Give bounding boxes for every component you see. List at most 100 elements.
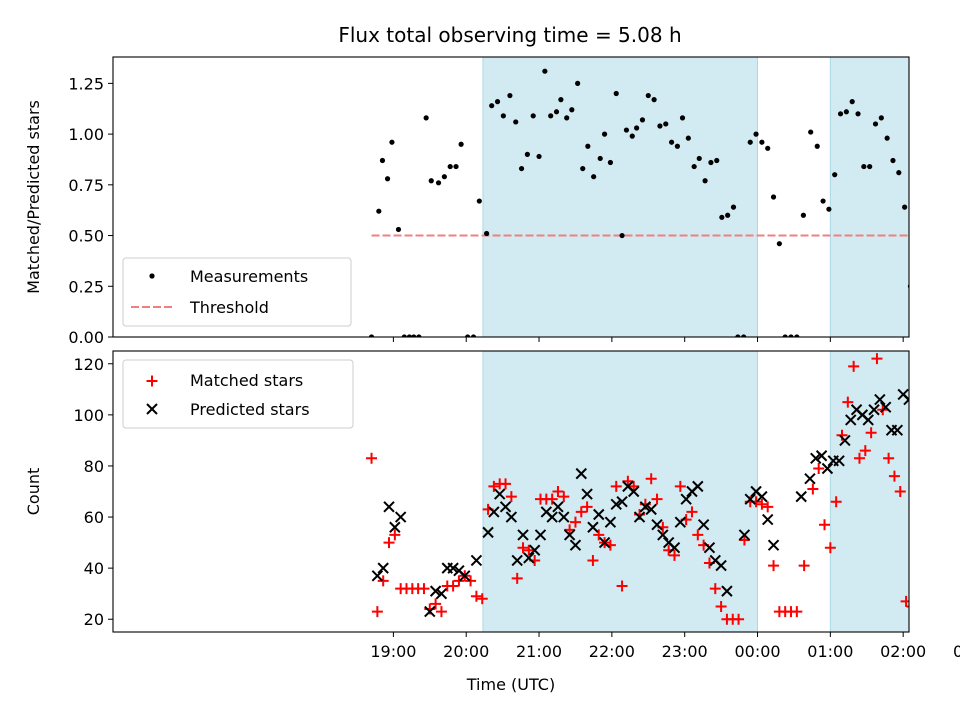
matched-star-point [936,606,947,617]
matched-star-point [505,491,517,503]
matched-star-point [791,606,803,618]
measurement-point [518,165,525,172]
measurement-point [925,334,930,339]
measurement-point [776,241,782,247]
measurement-point [788,334,794,337]
axes-frame [112,350,910,633]
measurement-point [896,170,902,176]
matched-star-point [894,486,906,497]
legend-measurement-marker [149,273,155,279]
x-tick-label: 03:00 [953,642,960,661]
matched-star-point [709,583,721,595]
legend: Matched stars Predicted stars [122,359,354,429]
measurement-point [384,176,391,182]
predicted-star-point [604,516,617,528]
predicted-star-point [534,529,547,541]
predicted-star-point [517,529,529,541]
measurement-point [855,111,861,117]
matched-star-point [389,529,401,541]
x-tick-label: 01:00 [807,642,853,661]
measurement-point [580,165,586,172]
matched-star-point [628,480,640,492]
measurement-point [379,157,386,164]
predicted-star-point [795,490,807,503]
chart-title: Flux total observing time = 5.08 h [338,23,681,47]
predicted-star-point [891,424,904,436]
measurement-point [931,334,936,339]
measurement-point [484,230,490,237]
predicted-star-point [657,529,669,541]
matched-star-point [912,606,923,617]
measurement-point [513,119,519,125]
plot-area [366,351,960,632]
observing-window-shade [829,57,909,337]
measurement-point [890,157,896,164]
y-tick-label: 100 [73,406,104,425]
x-tick-label: 21:00 [516,642,562,661]
measurement-point [453,163,459,170]
matched-star-point [564,524,576,536]
predicted-star-point [569,539,582,551]
y-tick-label: 120 [73,355,104,374]
matched-star-point [924,606,935,617]
measurement-point [696,155,702,162]
predicted-star-point [692,480,704,493]
measurement-point [629,133,635,139]
matched-star-point [859,445,871,457]
matched-star-point [715,600,727,612]
predicted-star-point [575,467,587,480]
measurement-point [639,117,646,123]
predicted-star-point [552,501,564,513]
predicted-star-point [879,401,892,413]
measurement-point [884,135,890,141]
measurement-point [872,121,879,127]
predicted-star-point [371,570,384,582]
measurement-point [914,235,919,240]
predicted-star-point [563,529,576,541]
matched-star-point [918,606,929,617]
measurement-point [401,334,407,337]
measurement-point [553,109,560,115]
predicted-star-point [610,498,622,510]
predicted-star-point [633,511,646,523]
predicted-star-point [951,461,960,471]
measurement-point [416,334,422,337]
measurement-point [597,155,603,162]
observing-window-shade [829,351,909,632]
x-tick-label: 02:00 [880,642,926,661]
legend-label-predicted: Predicted stars [190,400,310,419]
matched-star-point [871,353,883,365]
measurement-point [542,68,548,74]
matched-star-point [465,575,477,587]
measurement-point [719,214,725,220]
matched-star-point [418,583,430,595]
y-tick-label: 1.25 [68,74,104,93]
measurement-point [794,334,800,337]
measurement-point [714,157,720,164]
matched-star-point [366,452,378,464]
predicted-star-point [546,511,558,523]
predicted-star-point [628,485,640,498]
matched-star-point [819,519,831,531]
measurement-point [558,97,564,103]
predicted-star-point [868,404,880,416]
legend-matched-marker [146,375,158,387]
measurement-point [878,115,884,121]
measurement-point [867,163,873,170]
measurement-point [585,143,591,149]
matched-star-point [930,606,941,617]
measurement-point [765,145,771,151]
measurement-point [837,111,844,117]
predicted-star-point [494,488,506,500]
measurement-point [470,334,477,337]
measurement-point [591,174,597,180]
top-panel: 0.00 0.25 0.50 0.75 1.00 1.25 Matched/Predicte… [24,56,936,347]
predicted-star-point [721,585,733,597]
predicted-star-point [910,545,920,555]
predicted-star-point [845,414,857,426]
measurement-point [548,113,554,119]
y-tick-label: 60 [84,508,104,527]
measurement-point [411,334,417,337]
matched-star-point [762,501,774,513]
matched-star-point [836,429,848,441]
